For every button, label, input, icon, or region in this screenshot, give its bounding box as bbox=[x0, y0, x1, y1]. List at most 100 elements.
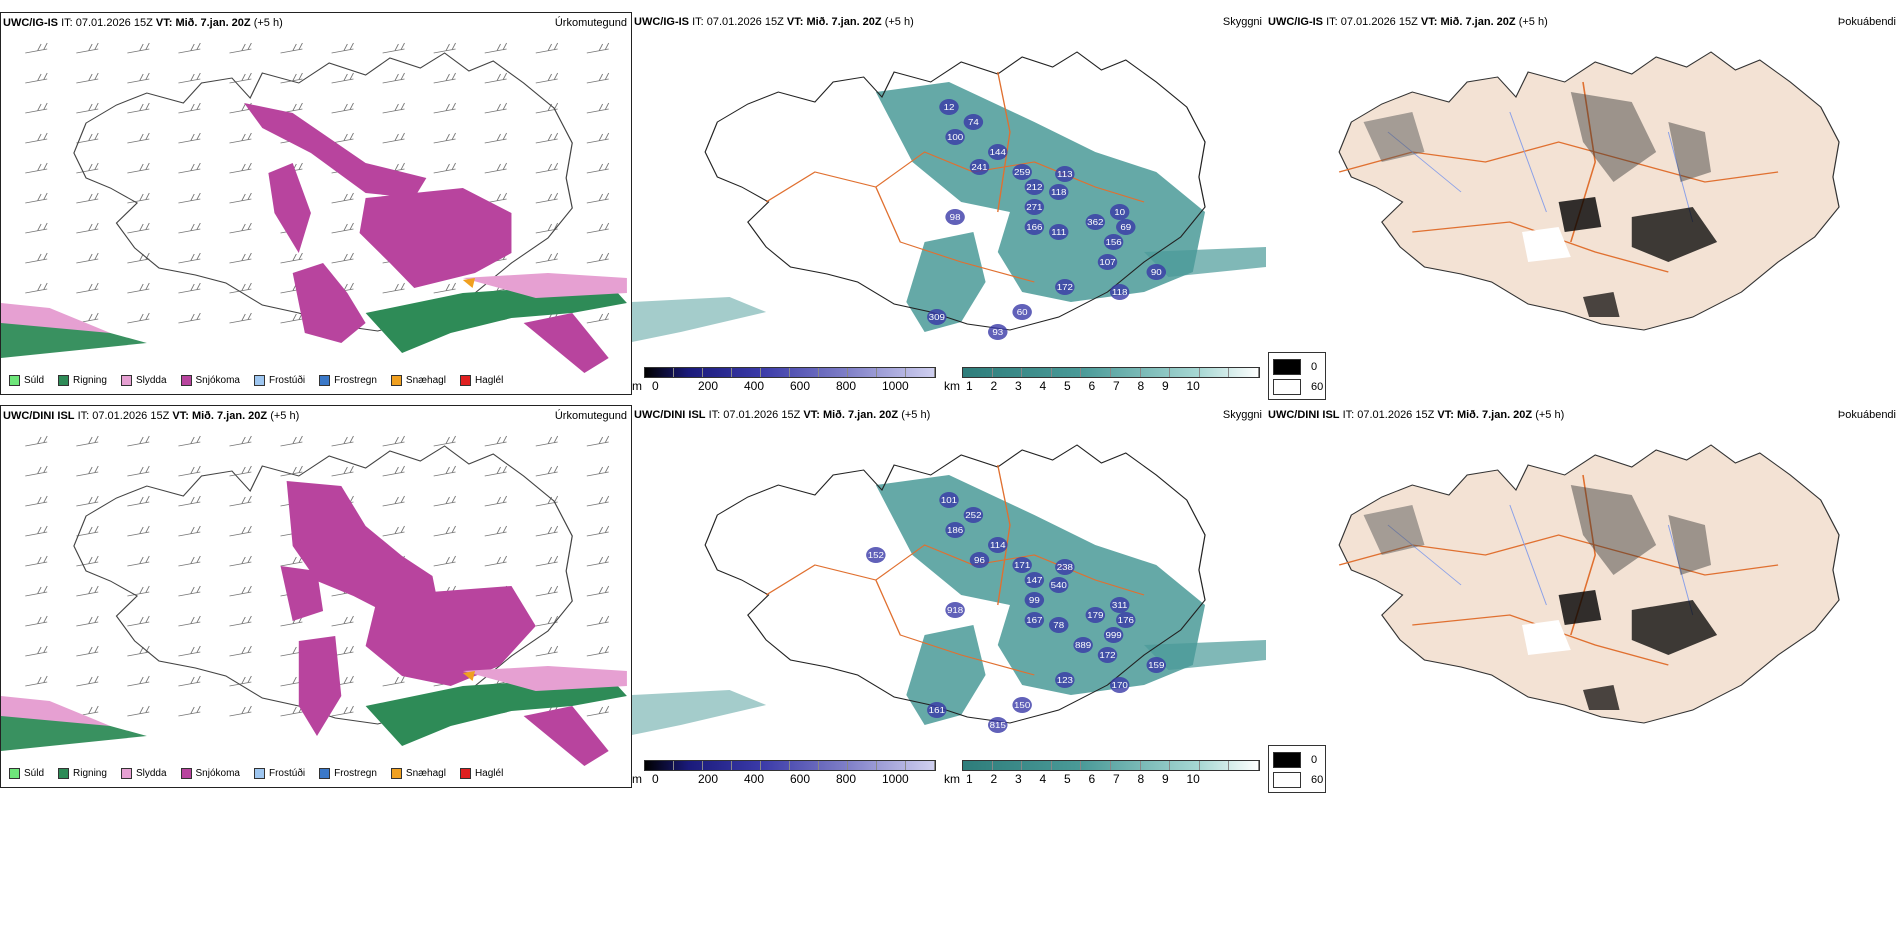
model-name: UWC/IG-IS bbox=[1268, 16, 1323, 28]
cloud-base-label: 311 bbox=[1112, 601, 1128, 610]
colorbar-tick: 800 bbox=[836, 379, 857, 393]
legend-label: 0 bbox=[1311, 361, 1318, 373]
cloud-base-label: 152 bbox=[868, 551, 884, 560]
visibility-colorbar: km 1 2 3 4 5 6 7 8 9 10 bbox=[944, 760, 1264, 786]
cloud-base-marker bbox=[969, 552, 990, 568]
cloud-base-label: 96 bbox=[974, 556, 985, 565]
lead-time: (+5 h) bbox=[253, 17, 283, 29]
legend-label: Frostúði bbox=[268, 768, 306, 779]
colorbar-tick: 4 bbox=[1039, 379, 1047, 393]
legend-label: Rigning bbox=[73, 375, 107, 386]
model-name: UWC/DINI ISL bbox=[1268, 409, 1340, 421]
precip-legend-item: Snjókoma bbox=[180, 768, 240, 779]
colorbar-tick: 4 bbox=[1039, 772, 1047, 786]
cloud-base-label: 252 bbox=[965, 511, 981, 520]
colorbar-unit: km bbox=[944, 772, 960, 786]
vt-label: VT: bbox=[1420, 16, 1438, 28]
cloud-base-label: 101 bbox=[941, 496, 957, 505]
cloud-base-marker bbox=[988, 717, 1008, 733]
legend-label: Haglél bbox=[474, 375, 504, 386]
cloud-base-label: 60 bbox=[1017, 308, 1028, 317]
cloud-base-marker bbox=[963, 114, 984, 130]
cloud-base-marker bbox=[963, 507, 984, 523]
colorbar-tick: 8 bbox=[1137, 772, 1145, 786]
cloud-base-label: 186 bbox=[947, 526, 963, 535]
precip-legend-item: Haglél bbox=[459, 375, 504, 386]
cloud-base-marker bbox=[1097, 647, 1118, 663]
cloud-base-label: 167 bbox=[1026, 616, 1042, 625]
cloud-base-label: 99 bbox=[1029, 596, 1040, 605]
fog-indicator-panel: UWC/IG-IS IT: 07.01.2026 15Z VT: Mið. 7.… bbox=[1266, 12, 1900, 395]
vt-value: Mið. 7.jan. 20Z bbox=[175, 17, 251, 29]
colorbar-tick: 10 bbox=[1186, 379, 1200, 393]
precip-legend-item: Frostúði bbox=[253, 768, 306, 779]
legend-label: Rigning bbox=[73, 768, 107, 779]
colorbar-tick: 600 bbox=[790, 772, 811, 786]
cloud-base-label: 166 bbox=[1026, 223, 1042, 232]
colorbar-tick: 9 bbox=[1162, 379, 1169, 393]
cloud-base-marker bbox=[1097, 254, 1118, 270]
precip-legend-item: Súld bbox=[9, 768, 44, 779]
fog-indicator-panel: UWC/DINI ISL IT: 07.01.2026 15Z VT: Mið.… bbox=[1266, 405, 1900, 788]
model-name: UWC/IG-IS bbox=[3, 17, 58, 29]
it-value: 07.01.2026 15Z bbox=[75, 17, 153, 29]
legend-swatch bbox=[120, 375, 132, 386]
cloud-base-label: 156 bbox=[1105, 238, 1121, 247]
cloud-base-marker bbox=[1055, 279, 1075, 295]
panel-label: Þokuábendi bbox=[1837, 16, 1896, 28]
cloud-base-label: 172 bbox=[1099, 651, 1115, 660]
legend-label: Frostregn bbox=[334, 375, 377, 386]
cloud-base-colorbar: m 0 200 400 600 800 1000 bbox=[632, 760, 937, 786]
cloud-base-label: 150 bbox=[1014, 701, 1030, 710]
cloud-base-marker bbox=[927, 702, 947, 718]
fog-legend-row: 60 bbox=[1273, 772, 1323, 788]
cloud-base-marker bbox=[1109, 597, 1130, 613]
cloud-base-marker bbox=[939, 492, 959, 508]
vt-label: VT: bbox=[172, 410, 189, 422]
it-label: IT: bbox=[61, 17, 73, 29]
legend-label: Súld bbox=[24, 768, 45, 779]
cloud-base-label: 10 bbox=[1114, 208, 1125, 217]
cloud-base-label: 309 bbox=[929, 313, 945, 322]
cloud-base-marker bbox=[1109, 204, 1130, 220]
cloud-base-marker bbox=[1012, 164, 1032, 180]
fog-legend: 0 60 bbox=[1268, 745, 1326, 793]
fog-map bbox=[1338, 51, 1840, 331]
colorbar-tick: 7 bbox=[1113, 379, 1120, 393]
cloud-base-label: 100 bbox=[947, 133, 963, 142]
vt-label: VT: bbox=[803, 409, 820, 421]
precip-legend-item: Snæhagl bbox=[390, 375, 446, 386]
precip-map bbox=[1, 435, 627, 766]
cloud-base-label: 238 bbox=[1057, 563, 1073, 572]
fog-legend: 0 60 bbox=[1268, 352, 1326, 400]
legend-label: 0 bbox=[1311, 754, 1318, 766]
legend-label: Slydda bbox=[135, 768, 167, 779]
it-label: IT: bbox=[77, 410, 90, 422]
cloud-base-label: 171 bbox=[1014, 561, 1030, 570]
cloud-base-label: 170 bbox=[1112, 681, 1128, 690]
cloud-base-marker bbox=[1048, 224, 1069, 240]
legend-swatch bbox=[390, 768, 402, 779]
cloud-base-label: 271 bbox=[1026, 203, 1042, 212]
legend-swatch bbox=[9, 375, 20, 386]
precip-legend-item: Rigning bbox=[58, 768, 107, 779]
model-name: UWC/DINI ISL bbox=[3, 410, 75, 422]
it-label: IT: bbox=[1342, 409, 1355, 421]
cloud-visibility-panel: UWC/DINI ISL IT: 07.01.2026 15Z VT: Mið.… bbox=[632, 405, 1266, 788]
cloud-base-marker bbox=[945, 602, 965, 618]
panel-label: Úrkomutegund bbox=[554, 17, 627, 29]
cloud-base-marker bbox=[988, 537, 1008, 553]
vt-value: Mið. 7.jan. 20Z bbox=[1456, 409, 1533, 421]
cloud-base-label: 999 bbox=[1105, 631, 1121, 640]
cloud-base-marker bbox=[1055, 672, 1075, 688]
cloud-base-marker bbox=[1103, 627, 1124, 643]
cloud-base-label: 111 bbox=[1051, 228, 1066, 237]
colorbar-unit: km bbox=[944, 379, 960, 393]
panel-title: UWC/DINI ISL IT: 07.01.2026 15Z VT: Mið.… bbox=[634, 409, 930, 421]
legend-swatch bbox=[1273, 359, 1301, 375]
cloud-base-label: 93 bbox=[992, 328, 1003, 337]
cloud-base-marker bbox=[945, 129, 965, 145]
colorbar-tick: 1000 bbox=[882, 772, 909, 786]
panel-label: Úrkomutegund bbox=[554, 410, 627, 422]
